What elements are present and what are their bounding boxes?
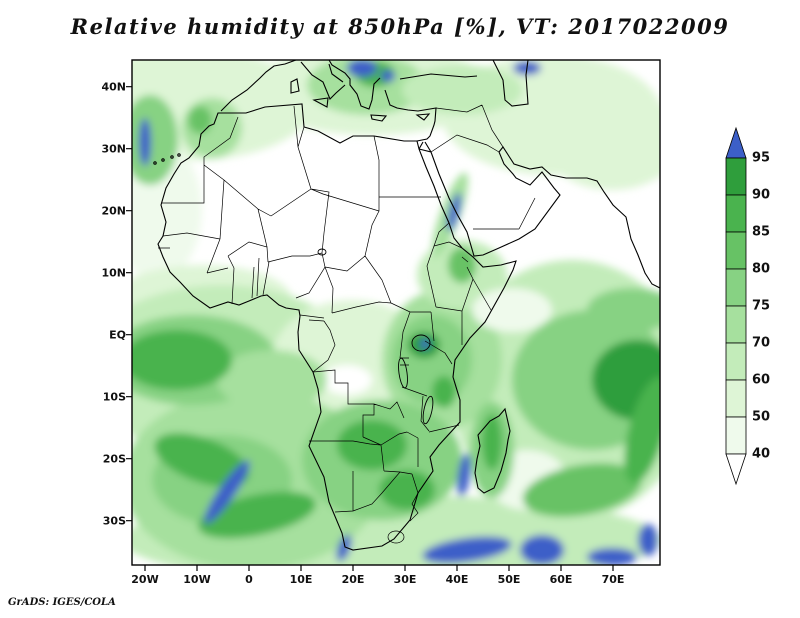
chart-title: Relative humidity at 850hPa [%], VT: 201… (70, 14, 730, 39)
y-tick-label: 10S (102, 390, 126, 404)
colorbar-segment (725, 231, 747, 270)
x-tick-label: 50E (497, 573, 521, 586)
y-tick-label: 40N (101, 80, 126, 94)
colorbar-label: 60 (752, 372, 771, 388)
colorbar-label: 75 (752, 298, 771, 314)
x-tick-label: 70E (601, 573, 625, 586)
colorbar-down-arrow (725, 453, 747, 486)
colorbar (725, 126, 747, 486)
y-tick-label: 30S (102, 514, 126, 528)
y-tick-label: 20S (102, 452, 126, 466)
colorbar-label: 85 (752, 224, 771, 240)
humidity-shading (132, 60, 660, 565)
colorbar-label: 80 (752, 261, 771, 277)
colorbar-up-arrow (725, 126, 747, 159)
map-frame (126, 59, 661, 571)
colorbar-segment (725, 194, 747, 233)
colorbar-label: 95 (752, 150, 771, 166)
colorbar-segment (725, 416, 747, 455)
colorbar-segment (725, 157, 747, 196)
attribution: GrADS: IGES/COLA (8, 597, 116, 608)
x-axis-ticks (144, 565, 614, 571)
colorbar-label: 50 (752, 409, 771, 425)
x-tick-label: 10W (183, 573, 211, 586)
y-tick-label: 10N (101, 266, 126, 280)
x-tick-label: 20W (131, 573, 159, 586)
colorbar-segment (725, 305, 747, 344)
x-tick-label: 20E (341, 573, 365, 586)
colorbar-segment (725, 268, 747, 307)
x-tick-label: 60E (549, 573, 573, 586)
x-tick-label: 40E (445, 573, 469, 586)
y-axis-ticks (126, 86, 132, 522)
y-tick-label: 30N (101, 142, 126, 156)
colorbar-label: 70 (752, 335, 771, 351)
colorbar-label: 90 (752, 187, 771, 203)
colorbar-segment (725, 342, 747, 381)
country-borders (158, 104, 536, 544)
x-tick-label: 30E (393, 573, 417, 586)
x-tick-label: 10E (289, 573, 313, 586)
y-tick-label: EQ (109, 328, 126, 342)
colorbar-segment (725, 379, 747, 418)
x-tick-label: 0 (245, 573, 253, 586)
colorbar-label: 40 (752, 446, 771, 462)
y-tick-label: 20N (101, 204, 126, 218)
